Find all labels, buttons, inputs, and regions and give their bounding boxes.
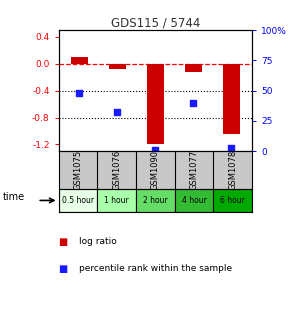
Bar	[59, 189, 97, 212]
Text: GSM1077: GSM1077	[190, 150, 198, 190]
Bar	[185, 64, 202, 72]
Point	[77, 90, 82, 96]
Bar	[223, 64, 240, 134]
Text: GSM1075: GSM1075	[74, 150, 82, 190]
Bar	[175, 189, 213, 212]
Text: 2 hour: 2 hour	[143, 196, 168, 205]
Bar	[213, 189, 252, 212]
Point	[229, 145, 234, 150]
Bar	[136, 189, 175, 212]
Text: log ratio: log ratio	[79, 238, 117, 246]
Text: GSM1078: GSM1078	[228, 150, 237, 190]
Text: time: time	[3, 192, 25, 202]
Text: 0.5 hour: 0.5 hour	[62, 196, 94, 205]
Text: ■: ■	[59, 264, 68, 274]
Text: 6 hour: 6 hour	[220, 196, 245, 205]
Point	[153, 147, 158, 153]
Bar	[147, 64, 164, 144]
Bar	[97, 189, 136, 212]
Point	[191, 100, 195, 106]
Text: percentile rank within the sample: percentile rank within the sample	[79, 264, 232, 273]
Bar	[109, 64, 126, 69]
Text: GSM1090: GSM1090	[151, 150, 160, 190]
Text: ■: ■	[59, 237, 68, 247]
Text: 4 hour: 4 hour	[182, 196, 206, 205]
Text: 1 hour: 1 hour	[104, 196, 129, 205]
Point	[115, 110, 120, 115]
Text: GSM1076: GSM1076	[112, 150, 121, 190]
Title: GDS115 / 5744: GDS115 / 5744	[110, 16, 200, 29]
Bar	[71, 57, 88, 64]
